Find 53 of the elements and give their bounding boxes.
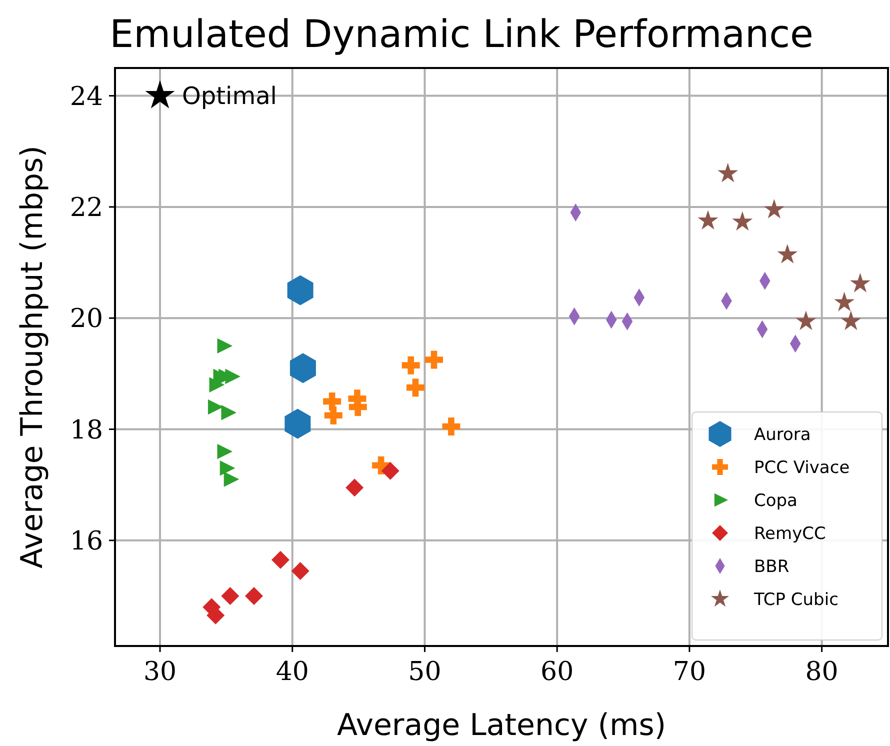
point: [381, 462, 400, 480]
x-axis-title: Average Latency (ms): [336, 708, 666, 743]
y-tick-label: 18: [70, 415, 103, 446]
point: [442, 417, 460, 436]
point: [324, 406, 342, 424]
legend-label: Aurora: [754, 425, 811, 445]
x-tick-label: 50: [408, 657, 442, 687]
point: [221, 586, 240, 605]
point: [346, 478, 364, 497]
legend-label: Copa: [754, 491, 798, 511]
point: [402, 356, 420, 374]
legend-label: RemyCC: [754, 524, 826, 544]
y-tick-label: 22: [70, 192, 103, 223]
legend-label: BBR: [754, 557, 790, 577]
point: [244, 586, 263, 605]
point: [225, 368, 240, 384]
point: [406, 378, 424, 397]
point: [271, 550, 290, 569]
y-tick-label: 16: [70, 526, 103, 556]
x-tick-label: 70: [672, 657, 706, 687]
point: [764, 198, 784, 218]
point: [284, 408, 311, 439]
point: [217, 338, 233, 354]
x-tick-label: 80: [805, 657, 838, 687]
point: [732, 211, 753, 231]
point: [224, 472, 240, 487]
legend-label: TCP Cubic: [753, 590, 838, 610]
y-axis-title: Average Throughput (mbps): [15, 146, 50, 568]
point: [424, 350, 443, 369]
point: [840, 310, 862, 330]
y-tick-label: 24: [70, 82, 103, 112]
point: [221, 404, 237, 420]
point: [287, 275, 314, 306]
x-tick-label: 40: [276, 657, 309, 687]
point: [208, 399, 224, 415]
point: [291, 562, 310, 580]
point: [718, 162, 738, 182]
annotation: Optimal: [182, 82, 277, 110]
x-tick-label: 60: [540, 657, 574, 687]
point: [145, 80, 175, 108]
point: [217, 444, 233, 460]
x-tick-label: 30: [143, 657, 177, 687]
chart-title: Emulated Dynamic Link Performance: [110, 12, 814, 56]
point: [209, 377, 225, 392]
point: [777, 244, 798, 264]
point: [290, 353, 316, 384]
point: [796, 310, 816, 330]
legend-label: PCC Vivace: [754, 458, 850, 478]
point: [698, 210, 718, 230]
y-tick-label: 20: [70, 304, 103, 334]
point: [220, 460, 236, 476]
point: [834, 292, 855, 312]
point: [850, 272, 870, 292]
